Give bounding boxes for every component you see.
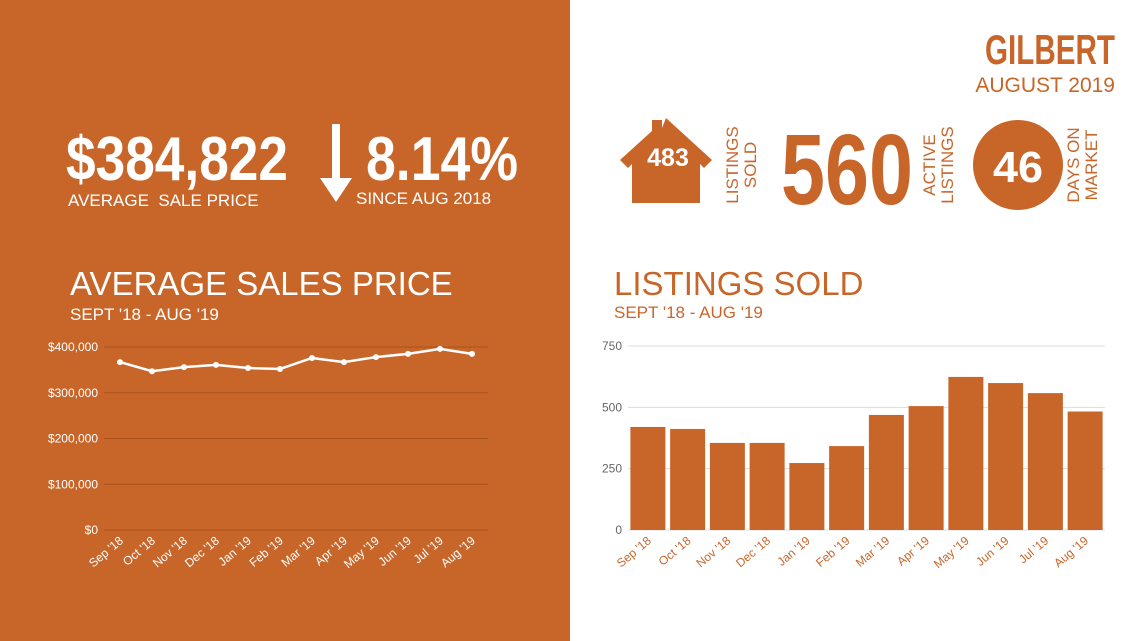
days-label: DAYS ON — [1064, 127, 1083, 202]
bar — [789, 463, 825, 530]
point — [149, 368, 155, 375]
point — [405, 350, 411, 357]
bar — [709, 442, 745, 530]
point — [309, 354, 315, 361]
y-tick-label: $0 — [85, 523, 99, 537]
listings-sold-label: LISTINGS — [723, 126, 742, 203]
point — [213, 361, 219, 368]
price-line — [119, 347, 473, 373]
price-label: AVERAGE SALE PRICE — [68, 191, 259, 210]
y-tick-label: 250 — [602, 462, 622, 476]
point — [469, 350, 475, 357]
y-tick-label: $400,000 — [48, 340, 98, 354]
point — [373, 354, 379, 361]
bar — [868, 414, 904, 530]
point — [245, 365, 251, 372]
bar — [829, 446, 865, 530]
y-tick-label: 0 — [615, 523, 622, 537]
point — [341, 359, 347, 366]
days-circle — [973, 120, 1063, 210]
change: 8.14% — [366, 125, 518, 194]
listings-sold-label: SOLD — [741, 142, 760, 188]
left-panel — [0, 0, 570, 641]
price: $384,822 — [66, 125, 288, 194]
chart-subtitle: SEPT '18 - AUG '19 — [614, 303, 763, 322]
bar — [908, 406, 944, 530]
bar — [948, 376, 984, 530]
house-icon — [620, 118, 712, 203]
y-tick-label: 500 — [602, 400, 622, 414]
bar — [670, 428, 706, 530]
bar — [630, 426, 666, 530]
change-label: SINCE AUG 2018 — [356, 189, 491, 208]
point — [277, 365, 283, 372]
listings-sold-value: 483 — [647, 144, 689, 172]
point — [437, 345, 443, 352]
city-title: GILBERT — [985, 26, 1115, 73]
down-arrow — [320, 124, 352, 202]
bar — [1067, 411, 1103, 530]
point — [117, 359, 123, 366]
y-tick-label: 750 — [602, 339, 622, 353]
bar — [1027, 393, 1063, 530]
active-label: ACTIVE — [920, 134, 939, 195]
point — [181, 364, 187, 371]
active-value: 560 — [781, 114, 913, 226]
days-value: 46 — [993, 143, 1043, 192]
y-tick-label: $100,000 — [48, 477, 98, 491]
bar — [749, 442, 785, 530]
chart-subtitle: SEPT '18 - AUG '19 — [70, 305, 219, 324]
chart-title: AVERAGE SALES PRICE — [70, 265, 453, 302]
days-label: MARKET — [1082, 130, 1101, 201]
right-panel — [570, 0, 1140, 641]
y-tick-label: $300,000 — [48, 386, 98, 400]
y-tick-label: $200,000 — [48, 432, 98, 446]
bar — [988, 383, 1024, 530]
active-label: LISTINGS — [938, 126, 957, 203]
chart-title: LISTINGS SOLD — [614, 265, 863, 302]
date: AUGUST 2019 — [975, 74, 1115, 97]
